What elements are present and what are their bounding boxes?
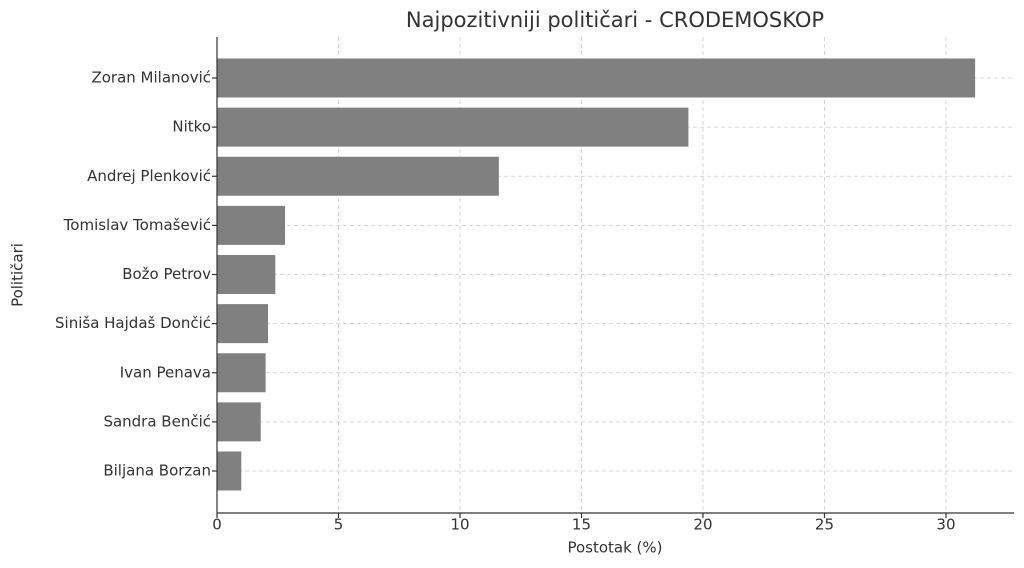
x-tick-label: 30 bbox=[936, 516, 955, 534]
x-tick-label: 10 bbox=[450, 516, 469, 534]
y-tick-label: Tomislav Tomašević bbox=[63, 216, 211, 234]
y-tick-label: Biljana Borzan bbox=[103, 462, 211, 480]
x-tick-label: 5 bbox=[334, 516, 344, 534]
y-tick-label: Andrej Plenković bbox=[87, 167, 211, 185]
bar bbox=[217, 107, 689, 147]
bar bbox=[217, 353, 266, 393]
x-tick-label: 25 bbox=[815, 516, 834, 534]
x-tick-label: 0 bbox=[212, 516, 222, 534]
y-tick-label: Božo Petrov bbox=[122, 265, 211, 283]
y-axis-label: Političari bbox=[9, 243, 27, 307]
y-tick-label: Sandra Benčić bbox=[103, 412, 211, 430]
bar bbox=[217, 58, 976, 98]
y-tick-label: Zoran Milanović bbox=[91, 69, 211, 87]
y-tick-label: Nitko bbox=[172, 118, 211, 136]
x-axis-label: Postotak (%) bbox=[567, 539, 662, 557]
x-tick-label: 20 bbox=[693, 516, 712, 534]
bar bbox=[217, 451, 242, 491]
bar bbox=[217, 304, 269, 344]
chart-title: Najpozitivniji političari - CRODEMOSKOP bbox=[406, 8, 824, 32]
bar bbox=[217, 156, 499, 196]
bar bbox=[217, 255, 276, 294]
bar bbox=[217, 402, 261, 442]
x-tick-label: 15 bbox=[572, 516, 591, 534]
y-tick-label: Siniša Hajdaš Dončić bbox=[55, 314, 211, 332]
y-tick-label: Ivan Penava bbox=[120, 363, 211, 381]
bar bbox=[217, 205, 286, 245]
